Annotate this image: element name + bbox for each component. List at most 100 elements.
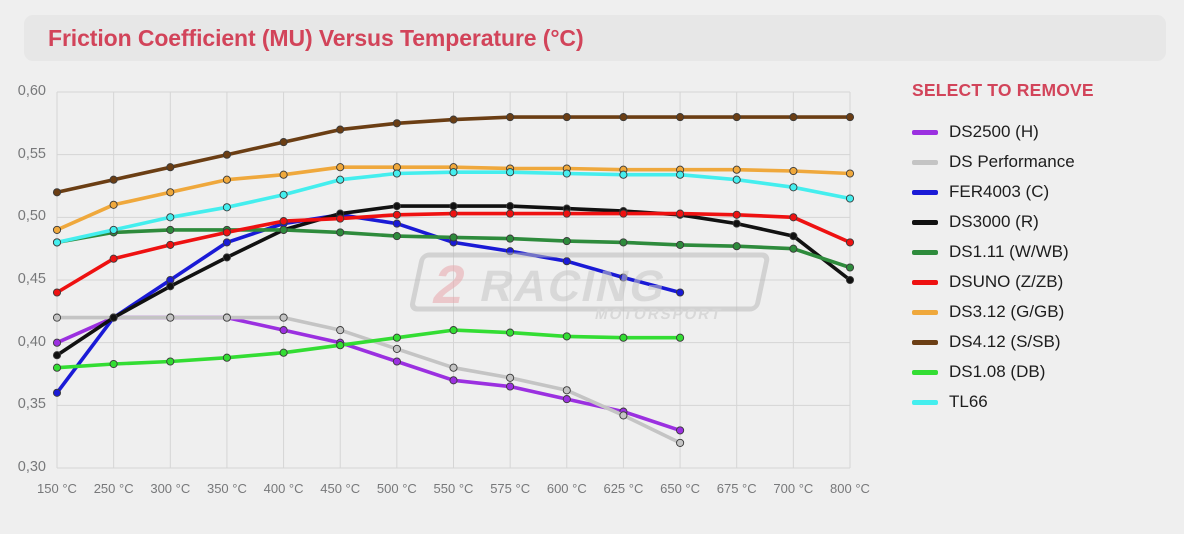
legend-item-ds3-12-g-gb[interactable]: DS3.12 (G/GB) [912, 297, 1177, 327]
chart-series [52, 210, 685, 397]
legend-item-label: FER4003 (C) [949, 182, 1050, 201]
chart-series [52, 313, 685, 447]
legend-color-swatch [912, 369, 938, 375]
series-data-point [732, 165, 741, 174]
legend-heading: SELECT TO REMOVE [912, 80, 1094, 100]
series-data-point [166, 163, 175, 172]
series-data-point [222, 313, 231, 322]
series-data-point [392, 333, 401, 342]
series-data-point [166, 313, 175, 322]
series-data-point [676, 333, 685, 342]
series-data-point [109, 200, 118, 209]
series-data-point [52, 363, 62, 372]
series-data-point [52, 338, 62, 347]
series-data-point [52, 188, 62, 197]
series-data-point [109, 175, 118, 184]
series-data-point [52, 225, 62, 234]
legend-item-label: DS2500 (H) [949, 122, 1039, 141]
series-data-point [789, 213, 798, 222]
x-axis-tick-label: 150 °C [37, 481, 77, 496]
legend-item-label: DS1.11 (W/WB) [949, 242, 1069, 261]
line-chart-svg [52, 91, 855, 469]
legend-item-ds-performance[interactable]: DS Performance [912, 147, 1177, 177]
x-axis-tick-label: 450 °C [320, 481, 361, 496]
x-axis-tick-label: 650 °C [660, 481, 701, 496]
series-data-point [279, 190, 288, 199]
y-axis-tick-label: 0,45 [17, 271, 46, 287]
series-data-point [676, 170, 685, 179]
series-data-point [732, 242, 741, 251]
legend-color-swatch [912, 249, 938, 255]
series-data-point [449, 363, 458, 372]
series-data-point [562, 257, 571, 266]
series-data-point [222, 150, 231, 159]
x-axis-tick-label: 350 °C [206, 481, 247, 496]
legend-item-dsuno-z-zb[interactable]: DSUNO (Z/ZB) [912, 267, 1177, 297]
series-data-point [562, 209, 571, 218]
series-data-point [392, 169, 401, 178]
series-data-point [279, 348, 288, 357]
series-data-point [449, 115, 458, 124]
series-data-point [506, 168, 515, 177]
legend-item-label: DSUNO (Z/ZB) [949, 272, 1064, 291]
legend-color-swatch [912, 399, 938, 405]
legend-item-label: TL66 [949, 392, 988, 411]
series-data-point [109, 359, 118, 369]
legend-item-label: DS4.12 (S/SB) [949, 332, 1061, 351]
legend-item-ds2500-h[interactable]: DS2500 (H) [912, 117, 1177, 147]
series-data-point [449, 326, 458, 335]
series-data-point [449, 233, 458, 242]
series-data-point [506, 328, 515, 337]
x-axis-tick-label: 400 °C [263, 481, 304, 496]
series-data-point [562, 395, 571, 404]
series-data-point [619, 170, 628, 179]
series-data-point [222, 238, 231, 247]
series-data-point [619, 113, 628, 122]
series-data-point [279, 138, 288, 147]
legend-color-swatch [912, 129, 938, 135]
chart-series [52, 209, 855, 297]
series-data-point [845, 169, 855, 178]
x-axis-tick-label: 500 °C [376, 481, 417, 496]
series-data-point [336, 214, 345, 223]
legend-item-list: DS2500 (H) DS Performance FER4003 (C) DS300… [912, 117, 1177, 417]
legend-item-ds1-11-w-wb[interactable]: DS1.11 (W/WB) [912, 237, 1177, 267]
series-data-point [279, 170, 288, 179]
series-data-point [845, 194, 855, 203]
legend-color-swatch [912, 339, 938, 345]
series-data-point [222, 353, 231, 362]
series-data-point [506, 373, 515, 382]
series-data-point [222, 175, 231, 184]
series-data-point [619, 273, 628, 282]
legend-item-fer4003-c[interactable]: FER4003 (C) [912, 177, 1177, 207]
legend-item-label: DS3000 (R) [949, 212, 1039, 231]
series-data-point [676, 209, 685, 218]
legend-item-ds4-12-s-sb[interactable]: DS4.12 (S/SB) [912, 327, 1177, 357]
series-data-point [392, 232, 401, 241]
series-data-point [336, 175, 345, 184]
legend-item-tl66[interactable]: TL66 [912, 387, 1177, 417]
series-data-point [449, 168, 458, 177]
legend-color-swatch [912, 189, 938, 195]
series-data-point [336, 125, 345, 134]
legend-item-ds3000-r[interactable]: DS3000 (R) [912, 207, 1177, 237]
series-data-point [52, 238, 62, 247]
series-data-point [562, 386, 571, 395]
chart-series [52, 225, 855, 272]
series-data-point [166, 357, 175, 366]
legend-color-swatch [912, 309, 938, 315]
y-axis-tick-label: 0,50 [17, 208, 46, 225]
series-line [55, 328, 682, 370]
x-axis-tick-label: 800 °C [830, 481, 870, 496]
series-data-point [676, 288, 685, 297]
series-data-point [562, 169, 571, 178]
series-data-point [52, 288, 62, 297]
series-data-point [392, 119, 401, 128]
series-data-point [392, 344, 401, 353]
legend-item-ds1-08-db[interactable]: DS1.08 (DB) [912, 357, 1177, 387]
series-data-point [845, 113, 855, 122]
series-data-point [392, 219, 401, 228]
series-data-point [166, 225, 175, 234]
page-title: Friction Coefficient (MU) Versus Tempera… [48, 24, 584, 51]
chart-title-bar: Friction Coefficient (MU) Versus Tempera… [24, 15, 1166, 61]
